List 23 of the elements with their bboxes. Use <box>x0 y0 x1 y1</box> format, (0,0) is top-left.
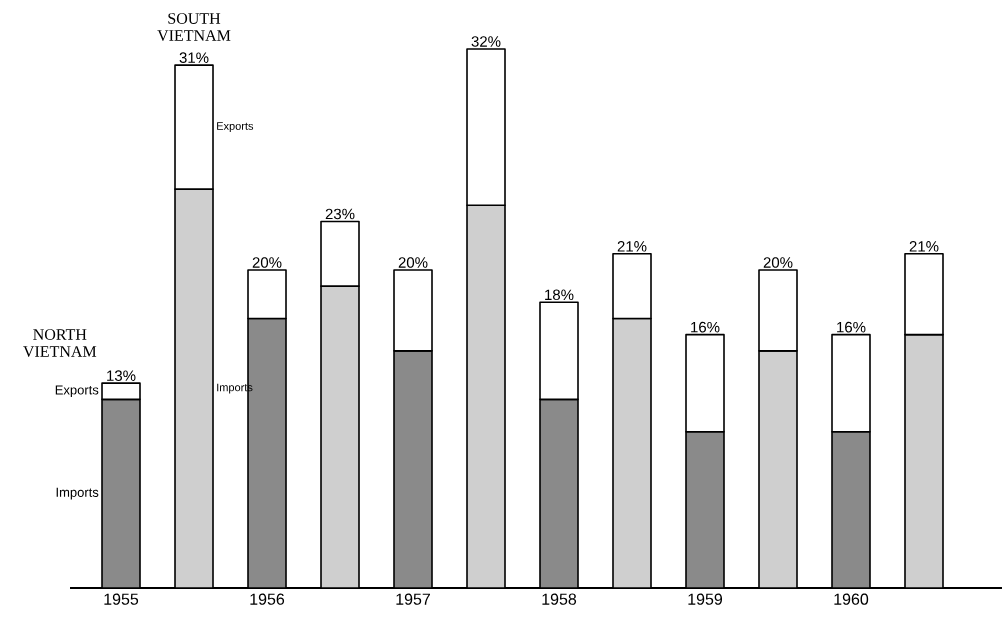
x-tick-label: 1955 <box>104 593 139 605</box>
series-label: Imports <box>56 487 99 500</box>
x-tick-label: 1958 <box>542 593 577 605</box>
annotation: 20% <box>398 257 428 268</box>
annotation: 13% <box>107 370 136 381</box>
annotation: 31% <box>179 52 209 63</box>
annotation: 21% <box>617 241 647 252</box>
annotation: NORTH VIETNAM <box>23 329 97 357</box>
annotation: 18% <box>545 289 574 301</box>
text: Exports <box>217 122 254 133</box>
text: SOUTH VIETNAM <box>157 13 231 41</box>
annotation: 16% <box>691 321 720 333</box>
x-tick-label: 1960 <box>834 593 869 605</box>
annotation: 21% <box>909 241 939 252</box>
annotation: 23% <box>325 208 355 220</box>
annotation: 20% <box>763 257 793 268</box>
annotation: 32% <box>471 36 501 47</box>
annotation: 16% <box>837 321 866 333</box>
series-label: Exports <box>55 385 99 398</box>
x-tick-label: 1956 <box>250 593 285 605</box>
x-tick-label: 1957 <box>396 593 430 605</box>
x-tick-label: 1959 <box>688 593 723 605</box>
annotation: 20% <box>252 257 282 268</box>
